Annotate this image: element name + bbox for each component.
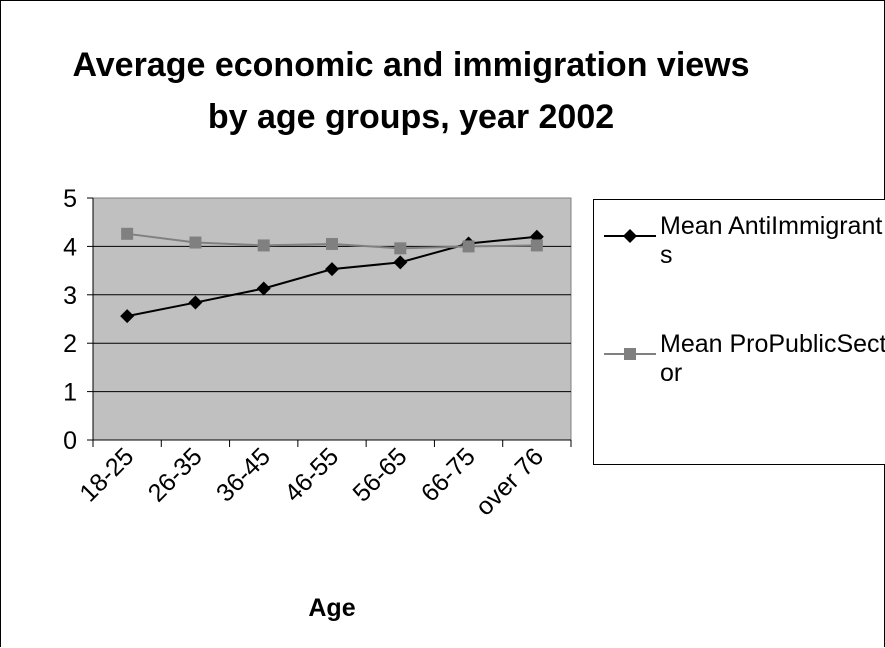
legend-label-anti-immigrants: Mean AntiImmigrants [660, 212, 883, 269]
data-point-diamond [188, 295, 203, 310]
data-point-square [257, 239, 270, 252]
square-marker-icon [604, 348, 656, 360]
legend: Mean AntiImmigrants Mean ProPublicSector [593, 199, 885, 465]
data-point-square [394, 242, 407, 255]
data-point-square [121, 227, 134, 240]
x-tick-label: 36-45 [211, 442, 276, 507]
x-axis-label: Age [308, 594, 355, 622]
chart-title: Average economic and immigration views b… [72, 46, 750, 136]
y-tick-label: 5 [63, 185, 77, 213]
x-tick-label: 26-35 [143, 442, 208, 507]
y-tick-label: 1 [63, 379, 77, 407]
x-tick-label: 56-65 [348, 442, 413, 507]
data-point-diamond [256, 281, 271, 296]
data-point-diamond [393, 255, 408, 270]
y-tick-label: 3 [63, 282, 77, 310]
x-tick-label: 18-25 [74, 442, 139, 507]
y-tick-label: 4 [63, 233, 77, 261]
data-point-square [462, 240, 475, 253]
plot-area [92, 197, 572, 441]
data-point-diamond [120, 309, 135, 324]
y-tick-label: 2 [63, 330, 77, 358]
legend-label-pro-public-sector: Mean ProPublicSector [660, 330, 885, 387]
data-point-square [326, 237, 338, 250]
diamond-marker-icon [604, 229, 656, 243]
data-point-diamond [325, 262, 339, 277]
y-tick-label: 0 [63, 427, 77, 455]
x-tick-label: 66-75 [416, 442, 481, 507]
data-point-square [530, 239, 543, 252]
x-tick-label: over 76 [470, 442, 549, 521]
x-tick-label: 46-55 [279, 442, 344, 507]
data-point-square [189, 236, 202, 249]
